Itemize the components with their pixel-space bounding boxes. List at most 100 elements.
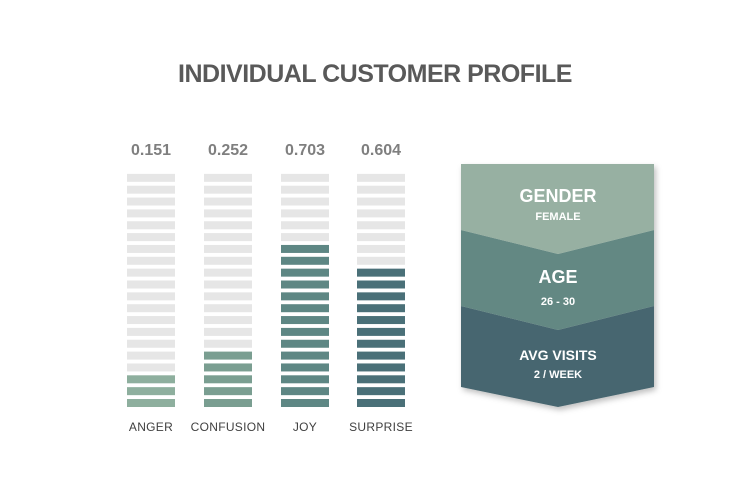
bar-segment-confusion-15 bbox=[204, 233, 252, 242]
value-label-confusion: 0.252 bbox=[208, 142, 248, 159]
bar-segment-surprise-13 bbox=[357, 256, 405, 265]
bar-segment-joy-13 bbox=[281, 256, 329, 265]
bar-segment-surprise-18 bbox=[357, 197, 405, 206]
bar-segment-surprise-8 bbox=[357, 316, 405, 325]
bar-segment-confusion-4 bbox=[204, 363, 252, 372]
bar-segment-confusion-16 bbox=[204, 221, 252, 230]
bar-segment-joy-2 bbox=[281, 387, 329, 396]
visits-value: 2 / WEEK bbox=[534, 369, 582, 381]
visits-title: AVG VISITS bbox=[519, 347, 597, 363]
bar-segment-joy-1 bbox=[281, 399, 329, 407]
bar-segment-anger-10 bbox=[127, 292, 175, 301]
category-label-joy: JOY bbox=[293, 420, 317, 434]
age-value: 26 - 30 bbox=[541, 296, 575, 308]
bar-segment-anger-7 bbox=[127, 327, 175, 336]
bar-segment-surprise-17 bbox=[357, 209, 405, 218]
bar-segment-surprise-7 bbox=[357, 327, 405, 336]
bar-segment-confusion-12 bbox=[204, 268, 252, 277]
bar-segment-surprise-5 bbox=[357, 351, 405, 360]
bar-segment-anger-6 bbox=[127, 339, 175, 348]
bar-segment-anger-4 bbox=[127, 363, 175, 372]
bar-segment-anger-5 bbox=[127, 351, 175, 360]
profile-panel bbox=[461, 164, 654, 407]
category-label-surprise: SURPRISE bbox=[349, 420, 413, 434]
bar-segment-joy-11 bbox=[281, 280, 329, 289]
bar-segment-confusion-9 bbox=[204, 304, 252, 313]
bar-segment-confusion-17 bbox=[204, 209, 252, 218]
bar-segment-joy-10 bbox=[281, 292, 329, 301]
bar-segment-surprise-9 bbox=[357, 304, 405, 313]
bar-segment-anger-2 bbox=[127, 387, 175, 396]
bar-segment-surprise-19 bbox=[357, 185, 405, 194]
bar-segment-joy-16 bbox=[281, 221, 329, 230]
bar-segment-anger-3 bbox=[127, 375, 175, 384]
bar-segment-anger-17 bbox=[127, 209, 175, 218]
bar-segment-surprise-10 bbox=[357, 292, 405, 301]
bar-segment-joy-12 bbox=[281, 268, 329, 277]
gender-title: GENDER bbox=[519, 186, 596, 206]
bar-segment-anger-12 bbox=[127, 268, 175, 277]
bar-segment-anger-15 bbox=[127, 233, 175, 242]
bar-segment-confusion-10 bbox=[204, 292, 252, 301]
bar-segment-joy-4 bbox=[281, 363, 329, 372]
bar-segment-joy-5 bbox=[281, 351, 329, 360]
bar-segment-confusion-20 bbox=[204, 173, 252, 182]
bar-segment-anger-8 bbox=[127, 316, 175, 325]
bar-segment-joy-8 bbox=[281, 316, 329, 325]
category-label-anger: ANGER bbox=[129, 420, 173, 434]
bar-segment-confusion-2 bbox=[204, 387, 252, 396]
bar-segment-anger-19 bbox=[127, 185, 175, 194]
bar-segment-surprise-12 bbox=[357, 268, 405, 277]
bar-segment-joy-20 bbox=[281, 173, 329, 182]
bar-segment-confusion-1 bbox=[204, 399, 252, 407]
bar-segment-confusion-14 bbox=[204, 244, 252, 253]
bar-segment-confusion-19 bbox=[204, 185, 252, 194]
bar-segment-confusion-18 bbox=[204, 197, 252, 206]
bar-segment-surprise-2 bbox=[357, 387, 405, 396]
value-label-surprise: 0.604 bbox=[361, 142, 401, 159]
bar-segment-anger-18 bbox=[127, 197, 175, 206]
bar-segment-confusion-13 bbox=[204, 256, 252, 265]
bar-segment-anger-20 bbox=[127, 173, 175, 182]
bar-segments bbox=[127, 173, 405, 407]
bar-segment-anger-13 bbox=[127, 256, 175, 265]
bar-segment-surprise-11 bbox=[357, 280, 405, 289]
bar-segment-confusion-5 bbox=[204, 351, 252, 360]
bar-segment-confusion-6 bbox=[204, 339, 252, 348]
bar-segment-anger-14 bbox=[127, 244, 175, 253]
bar-segment-joy-6 bbox=[281, 339, 329, 348]
bar-segment-joy-18 bbox=[281, 197, 329, 206]
bar-segment-joy-14 bbox=[281, 244, 329, 253]
bar-segment-surprise-3 bbox=[357, 375, 405, 384]
gender-panel bbox=[461, 164, 654, 254]
age-title: AGE bbox=[538, 267, 577, 287]
bar-segment-surprise-1 bbox=[357, 399, 405, 407]
bar-segment-anger-9 bbox=[127, 304, 175, 313]
value-label-anger: 0.151 bbox=[131, 142, 171, 159]
bar-segment-anger-1 bbox=[127, 399, 175, 407]
bar-segment-confusion-7 bbox=[204, 327, 252, 336]
age-panel bbox=[461, 230, 654, 330]
bar-segment-surprise-20 bbox=[357, 173, 405, 182]
bar-segment-surprise-6 bbox=[357, 339, 405, 348]
bar-segment-surprise-14 bbox=[357, 244, 405, 253]
page-title: INDIVIDUAL CUSTOMER PROFILE bbox=[178, 60, 572, 88]
bar-segment-anger-16 bbox=[127, 221, 175, 230]
bar-segment-joy-9 bbox=[281, 304, 329, 313]
bar-segment-surprise-4 bbox=[357, 363, 405, 372]
value-label-joy: 0.703 bbox=[285, 142, 325, 159]
bar-segment-confusion-8 bbox=[204, 316, 252, 325]
bar-segment-joy-15 bbox=[281, 233, 329, 242]
bar-segment-joy-7 bbox=[281, 327, 329, 336]
bar-segment-confusion-3 bbox=[204, 375, 252, 384]
bar-segment-confusion-11 bbox=[204, 280, 252, 289]
bar-segment-joy-17 bbox=[281, 209, 329, 218]
visits-panel bbox=[461, 306, 654, 407]
category-label-confusion: CONFUSION bbox=[191, 420, 266, 434]
bar-segment-joy-19 bbox=[281, 185, 329, 194]
bar-segment-joy-3 bbox=[281, 375, 329, 384]
bar-segment-anger-11 bbox=[127, 280, 175, 289]
bar-segment-surprise-15 bbox=[357, 233, 405, 242]
gender-value: FEMALE bbox=[535, 211, 580, 223]
